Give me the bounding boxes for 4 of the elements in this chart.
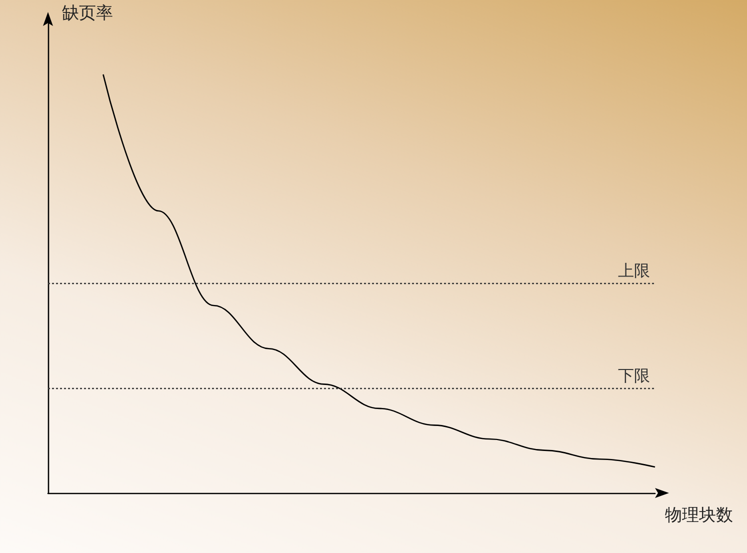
y-axis-title: 缺页率 (62, 4, 113, 24)
x-axis-title: 物理块数 (665, 506, 733, 526)
ref-line-label: 下限 (618, 366, 650, 385)
ref-line-label: 上限 (618, 261, 650, 280)
